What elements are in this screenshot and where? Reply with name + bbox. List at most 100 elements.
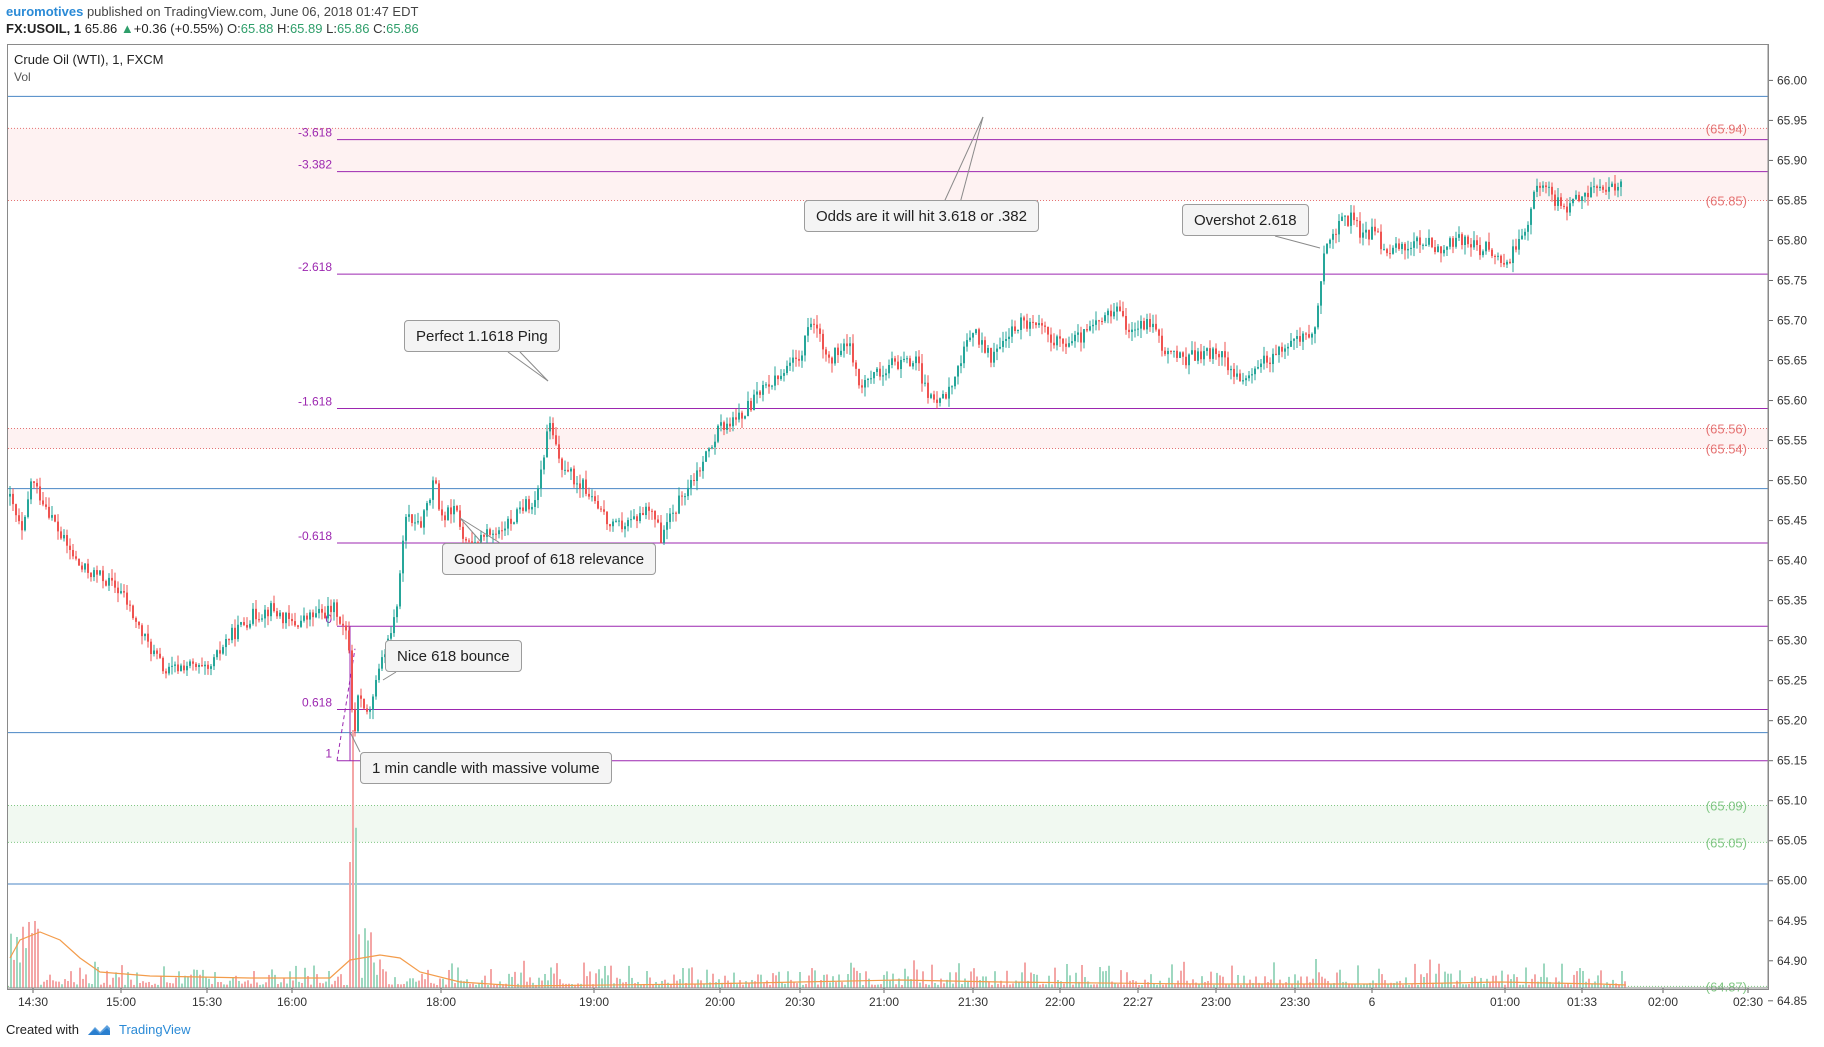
- candle: [1272, 348, 1274, 373]
- candle: [1005, 331, 1007, 348]
- candle-body: [882, 375, 884, 377]
- candle: [804, 335, 806, 362]
- volume-bar: [205, 976, 207, 988]
- volume-bar: [1198, 983, 1200, 988]
- candle: [168, 662, 170, 676]
- annotation-odds[interactable]: Odds are it will hit 3.618 or .382: [804, 200, 1039, 232]
- volume-bar: [19, 962, 21, 988]
- ohlc-header: FX:USOIL, 1 65.86 ▲+0.36 (+0.55%) O:65.8…: [6, 21, 419, 36]
- candle: [1293, 338, 1295, 350]
- volume-bar: [988, 981, 990, 988]
- annotation-nice-bounce[interactable]: Nice 618 bounce: [385, 640, 522, 672]
- time-tick-label: 18:00: [426, 995, 456, 1009]
- price-tick-label: 65.60: [1777, 394, 1807, 408]
- candle: [921, 354, 923, 392]
- volume-bar: [394, 977, 396, 988]
- candle: [894, 355, 896, 366]
- candle-body: [516, 509, 518, 523]
- candle: [1323, 245, 1325, 285]
- volume-bar: [187, 976, 189, 988]
- candle: [105, 579, 107, 587]
- volume-bar: [1234, 984, 1236, 988]
- candle-body: [834, 347, 836, 364]
- candle-body: [999, 346, 1001, 349]
- candle: [1374, 218, 1376, 236]
- candle: [282, 612, 284, 629]
- candle: [1317, 303, 1319, 330]
- candle: [1530, 207, 1532, 235]
- candle: [900, 356, 902, 378]
- candle-body: [510, 518, 512, 524]
- candle: [876, 366, 878, 377]
- candle-body: [246, 625, 248, 628]
- candle-body: [270, 603, 272, 617]
- candle: [1050, 327, 1052, 352]
- candle: [768, 374, 770, 394]
- annotation-good-proof[interactable]: Good proof of 618 relevance: [442, 543, 657, 575]
- candle: [780, 369, 782, 381]
- volume-bar: [343, 984, 345, 988]
- candle: [855, 359, 857, 377]
- candle: [1443, 245, 1445, 257]
- volume-bar: [913, 960, 915, 988]
- volume-bar: [1123, 984, 1125, 988]
- candle-body: [609, 524, 611, 527]
- volume-bar: [244, 981, 246, 988]
- candle: [1572, 198, 1574, 207]
- volume-bar: [541, 980, 543, 988]
- candle-body: [930, 394, 932, 398]
- candle-body: [771, 385, 773, 387]
- candle-body: [1479, 245, 1481, 256]
- volume-bar: [1000, 980, 1002, 988]
- candle-body: [351, 650, 353, 710]
- candle: [879, 362, 881, 381]
- volume-bar: [769, 984, 771, 988]
- zone-label: (65.54): [1706, 442, 1747, 457]
- candle: [222, 644, 224, 655]
- volume-bar: [49, 974, 51, 988]
- candle: [1596, 184, 1598, 197]
- candle-body: [1233, 368, 1235, 377]
- candle-body: [147, 633, 149, 642]
- candle: [1593, 177, 1595, 194]
- candle-body: [828, 354, 830, 358]
- tradingview-link[interactable]: TradingView: [118, 1022, 191, 1037]
- volume-bar: [793, 982, 795, 988]
- volume-bar: [382, 969, 384, 988]
- candle-body: [774, 375, 776, 386]
- candle-body: [717, 425, 719, 442]
- volume-bar: [727, 980, 729, 988]
- volume-bar: [1342, 982, 1344, 988]
- volume-bar: [1378, 968, 1380, 988]
- candle-body: [615, 520, 617, 522]
- candle-body: [1305, 333, 1307, 335]
- candle-body: [333, 602, 335, 613]
- volume-bar: [544, 973, 546, 988]
- candle: [84, 563, 86, 573]
- volume-bar: [265, 982, 267, 988]
- volume-bar: [193, 969, 195, 988]
- annotation-overshot[interactable]: Overshot 2.618: [1182, 204, 1309, 236]
- candle: [750, 397, 752, 412]
- volume-bar: [34, 920, 36, 988]
- candle-body: [915, 356, 917, 364]
- price-tick-label: 65.35: [1777, 594, 1807, 608]
- candle-body: [1296, 336, 1298, 339]
- candle: [582, 477, 584, 498]
- volume-bar: [1015, 980, 1017, 988]
- candle: [1350, 204, 1352, 234]
- volume-bar: [223, 984, 225, 988]
- annotation-perfect-ping[interactable]: Perfect 1.1618 Ping: [404, 320, 560, 352]
- candle-body: [1401, 243, 1403, 250]
- author-name[interactable]: euromotives: [6, 4, 84, 19]
- candle-body: [663, 529, 665, 543]
- volume-bar: [139, 982, 141, 988]
- price-tick-label: 65.15: [1777, 754, 1807, 768]
- volume-bar: [628, 965, 630, 988]
- annotation-massive-volume[interactable]: 1 min candle with massive volume: [360, 752, 612, 784]
- volume-ma-line: [9, 931, 1627, 987]
- candle: [1584, 192, 1586, 203]
- zone-label: (64.87): [1706, 979, 1747, 994]
- candle-body: [378, 668, 380, 680]
- candle: [141, 623, 143, 645]
